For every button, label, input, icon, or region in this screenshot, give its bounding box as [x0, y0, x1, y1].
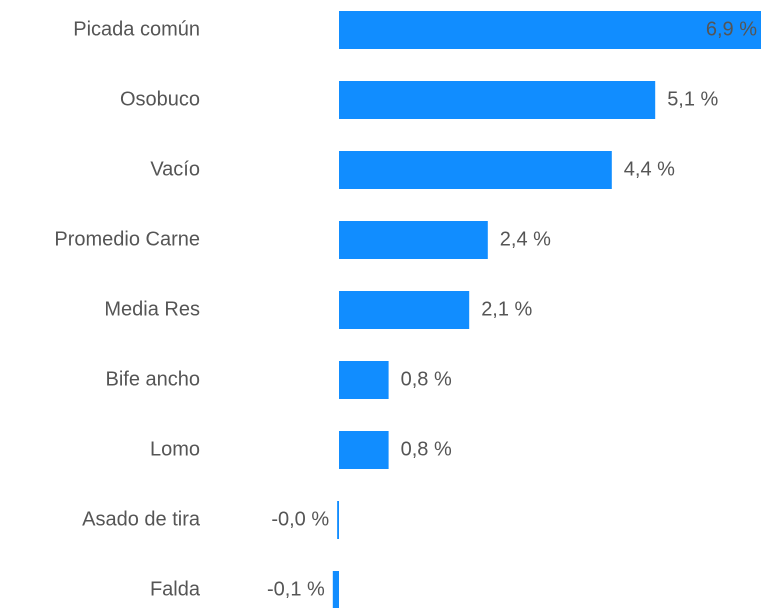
- category-label: Vacío: [150, 158, 200, 180]
- value-label: 0,8 %: [401, 368, 452, 390]
- value-label: 4,4 %: [624, 158, 675, 180]
- value-label: 6,9 %: [706, 18, 757, 40]
- category-label: Lomo: [150, 438, 200, 460]
- bar: [339, 151, 612, 189]
- category-label: Falda: [150, 578, 201, 600]
- category-label: Bife ancho: [105, 368, 200, 390]
- value-label: 5,1 %: [667, 88, 718, 110]
- value-label: -0,1 %: [267, 578, 325, 600]
- bar: [332, 571, 339, 608]
- value-label: 2,4 %: [500, 228, 551, 250]
- bar: [339, 361, 389, 399]
- category-label: Osobuco: [120, 88, 200, 110]
- bar: [339, 291, 470, 329]
- bar: [337, 501, 339, 539]
- category-label: Picada común: [73, 18, 200, 40]
- bar: [339, 431, 389, 469]
- value-label: -0,0 %: [271, 508, 329, 530]
- value-label: 2,1 %: [481, 298, 532, 320]
- bar: [339, 221, 488, 259]
- value-label: 0,8 %: [401, 438, 452, 460]
- category-label: Promedio Carne: [54, 228, 200, 250]
- category-label: Asado de tira: [82, 508, 201, 530]
- bar: [339, 11, 761, 49]
- bar: [339, 81, 656, 119]
- category-label: Media Res: [104, 298, 200, 320]
